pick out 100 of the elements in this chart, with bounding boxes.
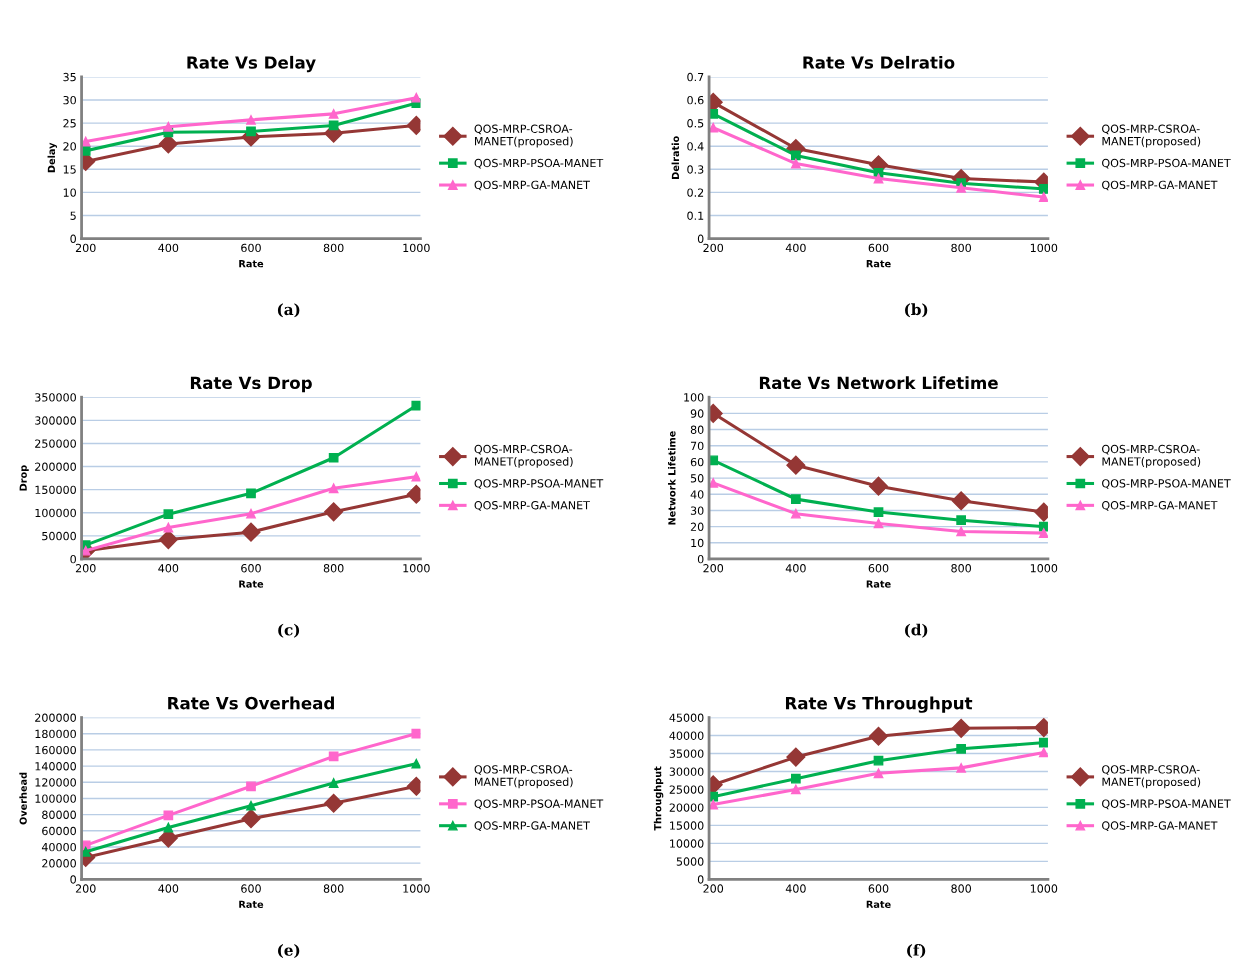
x-tick-label: 200 xyxy=(703,243,724,253)
x-tick-label: 200 xyxy=(75,243,96,253)
x-axis-title: Rate xyxy=(239,900,264,909)
y-tick-label: 25000 xyxy=(669,785,704,794)
point xyxy=(81,136,91,147)
y-tick-label: 20 xyxy=(63,142,76,151)
y-tick-label: 0.1 xyxy=(687,211,704,220)
x-tick-label: 400 xyxy=(158,884,179,893)
y-tick-label: 140000 xyxy=(35,762,76,771)
y-tick-label: 0.3 xyxy=(687,165,704,174)
point xyxy=(163,822,174,833)
y-tick-label: 100000 xyxy=(35,508,76,518)
point xyxy=(790,494,801,504)
y-tick-label: 0 xyxy=(70,875,76,884)
y-tick-label: 60000 xyxy=(42,826,76,836)
y-tick-label: 5000 xyxy=(676,857,704,866)
x-tick-label: 200 xyxy=(703,884,724,893)
point xyxy=(873,755,884,766)
x-tick-label: 200 xyxy=(703,564,724,573)
point xyxy=(328,108,339,119)
point xyxy=(411,758,421,769)
x-tick-label: 200 xyxy=(75,564,96,573)
chart-title: Rate Vs Throughput xyxy=(785,696,973,713)
legend-label: QOS-MRP-PSOA-MANET xyxy=(474,479,604,489)
legend-label: QOS-MRP-PSOA-MANET xyxy=(474,799,604,810)
x-axis-title: Rate xyxy=(866,260,891,268)
y-tick-label: 0 xyxy=(697,234,704,244)
legend-label: QOS-MRP-GA-MANET xyxy=(474,821,590,832)
point xyxy=(81,145,91,156)
text: (e) xyxy=(278,944,300,958)
point xyxy=(246,508,256,519)
y-axis-title: Network Lifetime xyxy=(668,431,676,525)
point xyxy=(956,515,967,526)
y-tick-label: 80 xyxy=(690,425,704,434)
point xyxy=(324,502,344,522)
y-tick-label: 0.7 xyxy=(687,72,704,82)
y-tick-label: 120000 xyxy=(35,778,76,787)
point xyxy=(956,743,967,754)
point xyxy=(790,150,801,161)
point xyxy=(411,400,421,411)
point xyxy=(790,784,801,795)
y-tick-label: 10000 xyxy=(670,839,704,848)
legend-label: QOS-MRP-GA-MANET xyxy=(474,501,590,511)
x-tick-label: 400 xyxy=(785,243,806,253)
legend-label: QOS-MRP-CSROA-MANET(proposed) xyxy=(474,124,573,148)
y-tick-label: 200000 xyxy=(35,462,76,471)
legend-label: QOS-MRP-GA-MANET xyxy=(474,180,590,191)
y-tick-label: 150000 xyxy=(35,485,76,495)
x-tick-label: 1000 xyxy=(403,564,430,573)
x-tick-label: 400 xyxy=(158,243,179,253)
y-tick-label: 250000 xyxy=(35,439,76,448)
point xyxy=(709,122,719,133)
x-axis-title: Rate xyxy=(866,900,891,909)
chart-title: Rate Vs Drop xyxy=(190,376,312,393)
text: (d) xyxy=(905,623,928,638)
legend-label: QOS-MRP-PSOA-MANET xyxy=(1102,479,1231,489)
point xyxy=(328,483,339,494)
x-tick-label: 400 xyxy=(158,564,179,573)
x-tick-label: 1000 xyxy=(403,243,430,253)
y-tick-label: 30 xyxy=(63,95,76,105)
x-tick-label: 800 xyxy=(951,243,972,253)
x-tick-label: 800 xyxy=(951,884,972,893)
x-tick-label: 800 xyxy=(323,884,344,893)
y-tick-label: 50000 xyxy=(42,531,76,541)
point xyxy=(786,455,806,475)
y-tick-label: 70 xyxy=(690,441,704,451)
point xyxy=(709,799,719,810)
y-tick-label: 350000 xyxy=(35,393,76,402)
legend-label: QOS-MRP-CSROA-MANET(proposed) xyxy=(474,444,573,468)
y-tick-label: 20000 xyxy=(669,803,704,812)
point xyxy=(786,747,806,767)
x-tick-label: 600 xyxy=(868,243,889,253)
x-tick-label: 1000 xyxy=(1030,884,1058,893)
legend-label: QOS-MRP-CSROA-MANET(proposed) xyxy=(1102,444,1201,468)
point xyxy=(246,781,256,792)
point xyxy=(1038,528,1048,538)
y-tick-label: 30 xyxy=(690,506,704,515)
y-axis-title: Throughput xyxy=(653,766,664,831)
legend-label: QOS-MRP-GA-MANET xyxy=(1102,501,1218,511)
y-tick-label: 15000 xyxy=(670,821,704,830)
point xyxy=(163,121,174,132)
x-tick-label: 400 xyxy=(785,884,806,893)
point xyxy=(246,488,256,499)
x-tick-label: 1000 xyxy=(1030,243,1058,253)
y-tick-label: 0.5 xyxy=(687,119,704,128)
y-axis-title: Overhead xyxy=(19,772,27,825)
y-tick-label: 0.4 xyxy=(687,142,704,151)
y-tick-label: 10 xyxy=(63,188,76,197)
x-axis-title: Rate xyxy=(239,580,264,588)
chart-title: Rate Vs Overhead xyxy=(168,696,334,710)
legend-label: QOS-MRP-GA-MANET xyxy=(1102,180,1218,191)
point xyxy=(411,728,421,739)
point xyxy=(328,452,339,463)
point xyxy=(163,522,174,533)
legend-label: QOS-MRP-GA-MANET xyxy=(1102,821,1218,832)
y-tick-label: 180000 xyxy=(35,729,76,739)
point xyxy=(1038,737,1048,748)
point xyxy=(956,526,967,537)
x-tick-label: 600 xyxy=(241,243,261,253)
legend-label: QOS-MRP-PSOA-MANET xyxy=(1102,158,1231,169)
